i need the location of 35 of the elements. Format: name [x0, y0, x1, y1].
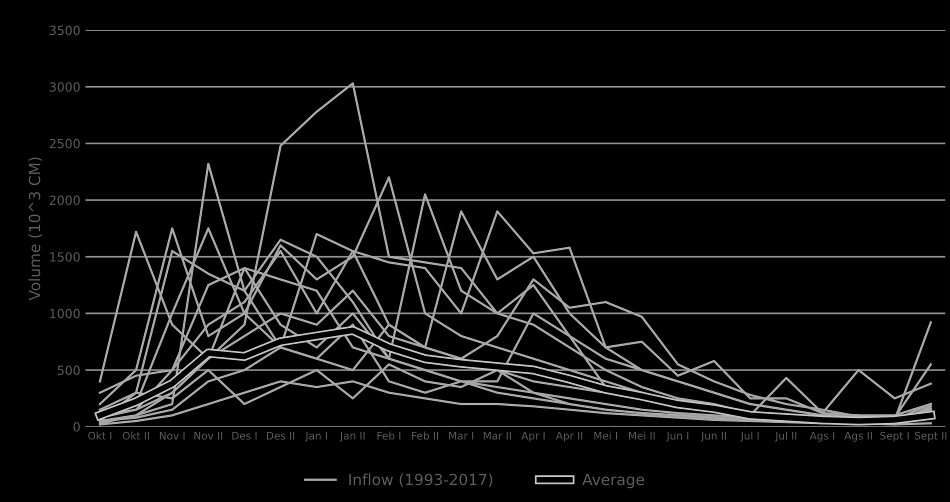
x-tick-label: Feb II: [412, 432, 438, 440]
x-tick-label: Jul I: [740, 432, 759, 442]
x-tick-label: Feb I: [378, 432, 400, 440]
x-tick-label: Okt I: [88, 432, 112, 440]
y-axis-title: Volume (10^3 CM): [28, 158, 42, 300]
legend-label: Average: [582, 474, 644, 488]
y-tick-label: 2500: [50, 138, 80, 148]
x-tick-label: Okt II: [122, 432, 149, 440]
x-tick-label: Mar I: [449, 432, 474, 440]
x-tick-label: Jan I: [304, 432, 327, 442]
x-tick-label: Apr II: [556, 432, 582, 442]
y-tick-label: 2000: [50, 196, 80, 206]
x-tick-label: Mar II: [484, 432, 511, 440]
y-tick-label: 1000: [50, 308, 80, 318]
y-tick-label: 3500: [50, 26, 80, 36]
y-tick-label: 3000: [50, 82, 80, 92]
x-tick-label: Apr I: [521, 432, 545, 442]
x-tick-label: Nov I: [160, 432, 185, 440]
x-tick-label: Jan II: [340, 432, 365, 442]
x-tick-label: Des I: [232, 432, 257, 440]
x-tick-label: Ags I: [810, 432, 834, 442]
x-tick-label: Mei I: [594, 432, 617, 440]
x-tick-label: Sept II: [914, 432, 946, 442]
x-tick-label: Sept I: [880, 432, 909, 442]
x-tick-label: Nov II: [194, 432, 222, 440]
x-tick-label: Des II: [266, 432, 294, 440]
legend-label: Inflow (1993-2017): [349, 473, 492, 488]
x-tick-label: Jun I: [666, 432, 688, 442]
x-tick-label: Jul II: [774, 432, 796, 442]
x-tick-label: Jun II: [700, 432, 726, 442]
y-tick-label: 0: [74, 422, 80, 432]
y-tick-label: 1500: [50, 252, 80, 262]
x-tick-label: Ags II: [844, 432, 872, 442]
y-tick-label: 500: [58, 366, 80, 375]
x-tick-label: Mei II: [628, 432, 655, 440]
